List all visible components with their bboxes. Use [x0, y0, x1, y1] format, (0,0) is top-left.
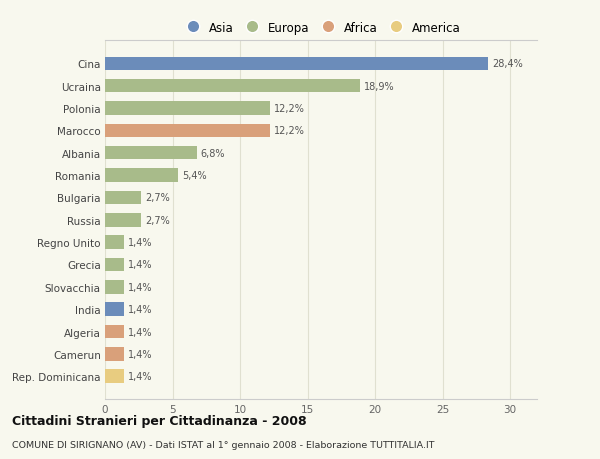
Bar — [105, 102, 270, 116]
Text: Cittadini Stranieri per Cittadinanza - 2008: Cittadini Stranieri per Cittadinanza - 2… — [12, 414, 307, 428]
Text: 1,4%: 1,4% — [128, 260, 152, 270]
Bar — [105, 147, 197, 160]
Bar — [105, 169, 178, 182]
Text: 28,4%: 28,4% — [493, 59, 523, 69]
Bar — [105, 213, 142, 227]
Text: 12,2%: 12,2% — [274, 104, 305, 114]
Bar — [105, 57, 488, 71]
Bar — [105, 303, 124, 316]
Legend: Asia, Europa, Africa, America: Asia, Europa, Africa, America — [177, 17, 465, 39]
Bar — [105, 325, 124, 338]
Text: 12,2%: 12,2% — [274, 126, 305, 136]
Bar — [105, 191, 142, 205]
Text: 1,4%: 1,4% — [128, 282, 152, 292]
Text: 1,4%: 1,4% — [128, 304, 152, 314]
Bar — [105, 258, 124, 272]
Bar — [105, 369, 124, 383]
Bar — [105, 124, 270, 138]
Text: 2,7%: 2,7% — [146, 193, 170, 203]
Bar — [105, 347, 124, 361]
Text: 1,4%: 1,4% — [128, 327, 152, 337]
Text: 18,9%: 18,9% — [364, 82, 395, 91]
Text: 1,4%: 1,4% — [128, 238, 152, 247]
Bar — [105, 80, 360, 93]
Text: 1,4%: 1,4% — [128, 371, 152, 381]
Bar — [105, 236, 124, 249]
Text: 1,4%: 1,4% — [128, 349, 152, 359]
Bar — [105, 280, 124, 294]
Text: 5,4%: 5,4% — [182, 171, 206, 181]
Text: COMUNE DI SIRIGNANO (AV) - Dati ISTAT al 1° gennaio 2008 - Elaborazione TUTTITAL: COMUNE DI SIRIGNANO (AV) - Dati ISTAT al… — [12, 441, 434, 449]
Text: 6,8%: 6,8% — [201, 148, 226, 158]
Text: 2,7%: 2,7% — [146, 215, 170, 225]
